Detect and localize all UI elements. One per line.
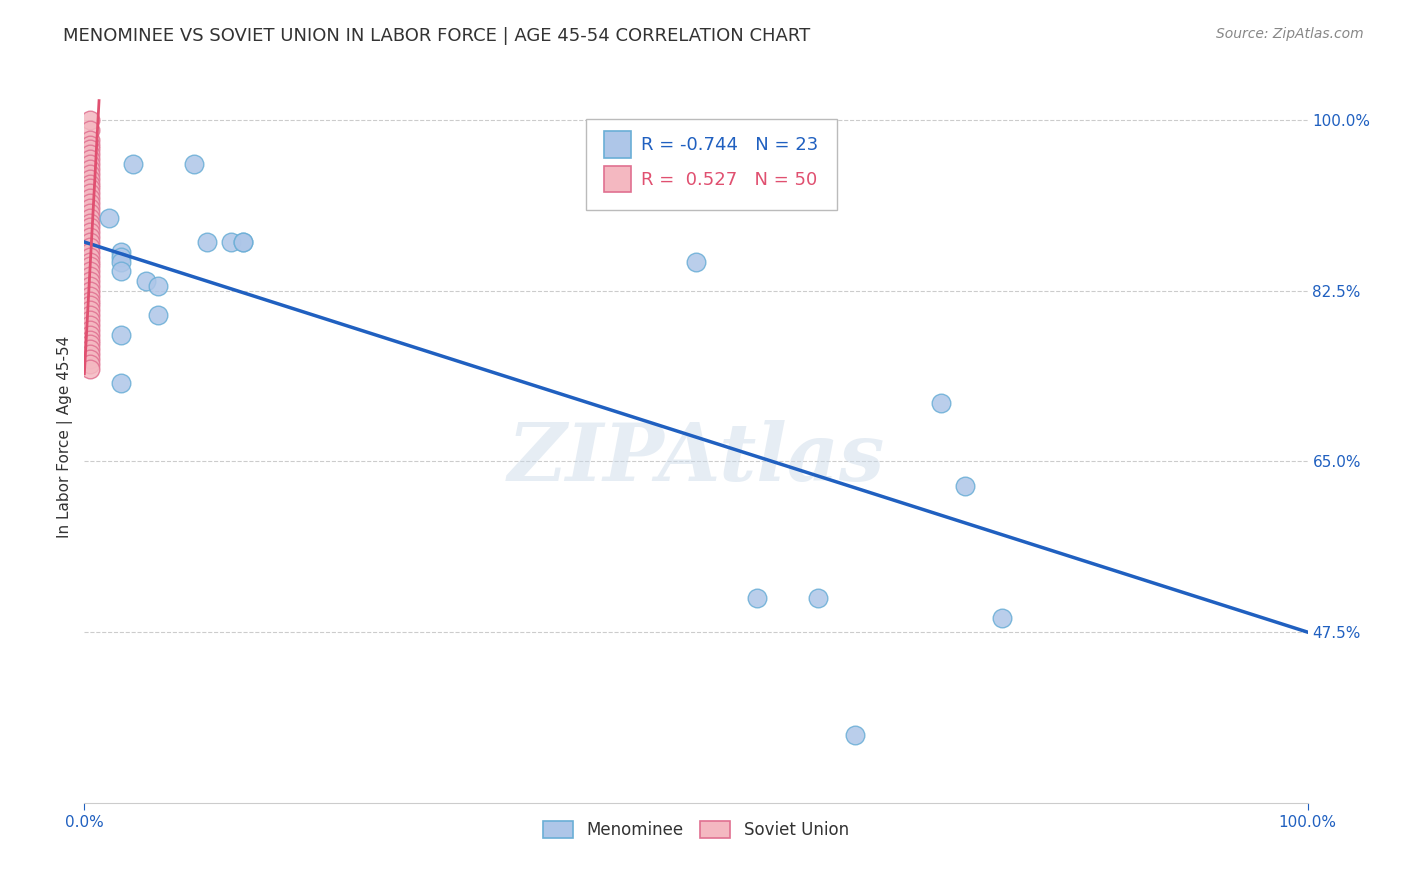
- FancyBboxPatch shape: [586, 119, 837, 211]
- Point: [219, 235, 242, 249]
- Point: [146, 308, 169, 322]
- Point: [97, 211, 120, 225]
- Text: Source: ZipAtlas.com: Source: ZipAtlas.com: [1216, 27, 1364, 41]
- Point: [79, 327, 101, 342]
- Point: [183, 157, 205, 171]
- Point: [110, 244, 132, 259]
- Point: [195, 235, 218, 249]
- Text: MENOMINEE VS SOVIET UNION IN LABOR FORCE | AGE 45-54 CORRELATION CHART: MENOMINEE VS SOVIET UNION IN LABOR FORCE…: [63, 27, 810, 45]
- Text: R =  0.527   N = 50: R = 0.527 N = 50: [641, 170, 817, 188]
- Point: [929, 396, 952, 410]
- Point: [685, 254, 707, 268]
- Point: [146, 279, 169, 293]
- Point: [79, 288, 101, 302]
- Point: [79, 264, 101, 278]
- Point: [79, 225, 101, 239]
- Point: [844, 727, 866, 741]
- Point: [79, 303, 101, 318]
- Point: [991, 610, 1014, 624]
- Point: [79, 337, 101, 351]
- Point: [110, 327, 132, 342]
- Point: [79, 352, 101, 367]
- Point: [79, 235, 101, 249]
- Point: [79, 196, 101, 211]
- Point: [79, 284, 101, 298]
- Point: [79, 161, 101, 176]
- Point: [79, 206, 101, 220]
- Point: [79, 279, 101, 293]
- Point: [110, 264, 132, 278]
- Point: [79, 298, 101, 312]
- Point: [79, 152, 101, 166]
- Point: [122, 157, 145, 171]
- Point: [747, 591, 769, 605]
- Point: [79, 113, 101, 128]
- Point: [79, 343, 101, 357]
- Point: [79, 215, 101, 229]
- Point: [232, 235, 254, 249]
- Legend: Menominee, Soviet Union: Menominee, Soviet Union: [537, 814, 855, 846]
- Point: [79, 167, 101, 181]
- Point: [135, 274, 157, 288]
- Point: [79, 240, 101, 254]
- Point: [79, 254, 101, 268]
- Point: [79, 250, 101, 264]
- Point: [79, 201, 101, 215]
- Point: [79, 323, 101, 337]
- Point: [79, 181, 101, 195]
- Point: [79, 211, 101, 225]
- Point: [79, 293, 101, 308]
- Point: [110, 376, 132, 391]
- Point: [953, 479, 976, 493]
- Point: [79, 361, 101, 376]
- Point: [79, 244, 101, 259]
- Text: ZIPAtlas: ZIPAtlas: [508, 420, 884, 498]
- Point: [79, 177, 101, 191]
- Point: [79, 274, 101, 288]
- Y-axis label: In Labor Force | Age 45-54: In Labor Force | Age 45-54: [58, 336, 73, 538]
- Bar: [605, 166, 631, 192]
- Point: [79, 333, 101, 347]
- Point: [79, 318, 101, 332]
- Point: [79, 191, 101, 205]
- Point: [232, 235, 254, 249]
- Point: [110, 250, 132, 264]
- Point: [79, 171, 101, 186]
- Point: [79, 313, 101, 327]
- Point: [79, 308, 101, 322]
- Point: [79, 220, 101, 235]
- Point: [110, 254, 132, 268]
- Point: [79, 357, 101, 371]
- Point: [79, 347, 101, 361]
- Point: [79, 260, 101, 274]
- Point: [79, 123, 101, 137]
- Point: [79, 269, 101, 284]
- Bar: [605, 131, 631, 158]
- Point: [79, 186, 101, 201]
- Point: [79, 133, 101, 147]
- Text: R = -0.744   N = 23: R = -0.744 N = 23: [641, 136, 818, 153]
- Point: [79, 157, 101, 171]
- Point: [79, 147, 101, 161]
- Point: [79, 137, 101, 152]
- Point: [807, 591, 830, 605]
- Point: [79, 230, 101, 244]
- Point: [79, 142, 101, 156]
